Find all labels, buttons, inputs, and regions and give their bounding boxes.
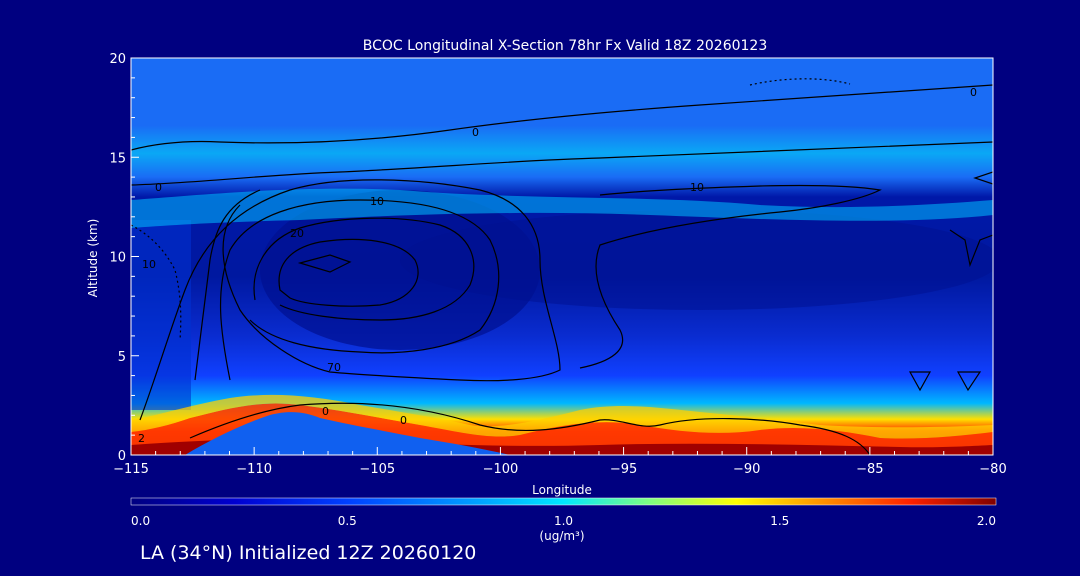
contour-right-4 (973, 171, 993, 185)
left-edge-shade (131, 220, 191, 410)
x-tick-label: −85 (856, 462, 883, 477)
y-tick-label: 15 (109, 151, 126, 166)
contour-50 (297, 254, 352, 273)
contour-label-0-e: 0 (322, 405, 329, 418)
colorbar-label: (ug/m³) (539, 529, 584, 543)
plot-field: 0 0 0 0 10 10 20 10 70 0 2 (131, 58, 993, 455)
colorbar-tick-label: 2.0 (977, 514, 996, 528)
chart-title: BCOC Longitudinal X-Section 78hr Fx Vali… (363, 38, 767, 54)
contour-right-1 (949, 229, 993, 268)
contour-label-20: 20 (290, 227, 304, 240)
contour-label-70: 70 (327, 361, 341, 374)
colorbar-tick-label: 0.5 (338, 514, 357, 528)
y-tick-label: 10 (109, 251, 126, 266)
contour-label-10-b: 10 (690, 181, 704, 194)
contour-left-dotted (131, 224, 182, 341)
contour-top-dotted (749, 78, 851, 86)
x-tick-label: −100 (483, 462, 519, 477)
colorbar-ticks: 0.0 0.5 1.0 1.5 2.0 (131, 514, 996, 528)
contour-right-2 (908, 371, 932, 392)
terrain (185, 412, 510, 455)
cyan-band-13km (131, 188, 993, 228)
colorbar-tick-label: 1.0 (554, 514, 573, 528)
x-tick-label: −115 (113, 462, 149, 477)
contour-label-10-a: 10 (370, 195, 384, 208)
contour-10-upper (579, 184, 882, 369)
contour-30 (253, 217, 475, 321)
surface-yellow-layer (131, 394, 993, 439)
x-tick-label: −110 (236, 462, 272, 477)
contour-40 (278, 238, 419, 307)
y-axis: 0 5 10 15 20 (109, 52, 139, 464)
contour-label-0-d: 0 (400, 414, 407, 427)
contour-0-lower (189, 402, 871, 455)
contour-lines (131, 78, 993, 455)
contour-labels: 0 0 0 0 10 10 20 10 70 0 2 (138, 86, 977, 445)
contour-label-0-c: 0 (970, 86, 977, 99)
x-tick-label: −95 (610, 462, 637, 477)
contour-0-mid (131, 141, 993, 186)
x-axis-label: Longitude (532, 483, 592, 497)
y-tick-label: 5 (118, 350, 126, 365)
initialization-info: LA (34°N) Initialized 12Z 20260120 (140, 542, 477, 564)
contour-label-0-a: 0 (472, 126, 479, 139)
y-tick-label: 20 (109, 52, 126, 67)
upper-dark-east (400, 210, 993, 310)
contour-20 (219, 199, 500, 381)
colorbar-tick-label: 0.0 (131, 514, 150, 528)
contour-right-3 (956, 371, 982, 392)
x-tick-label: −80 (979, 462, 1006, 477)
contour-label-10-c: 10 (142, 258, 156, 271)
contour-70 (194, 189, 261, 381)
contour-0-upper (131, 84, 993, 151)
colorbar (130, 497, 997, 506)
y-tick-label: 0 (118, 449, 126, 464)
contour-label-2: 2 (138, 432, 145, 445)
x-tick-label: −90 (733, 462, 760, 477)
colorbar-tick-label: 1.5 (770, 514, 789, 528)
contour-label-0-b: 0 (155, 181, 162, 194)
y-axis-label: Altitude (km) (86, 219, 100, 298)
x-tick-label: −105 (359, 462, 395, 477)
x-axis: −115 −110 −105 −100 −95 −90 −85 −80 (113, 447, 1007, 477)
